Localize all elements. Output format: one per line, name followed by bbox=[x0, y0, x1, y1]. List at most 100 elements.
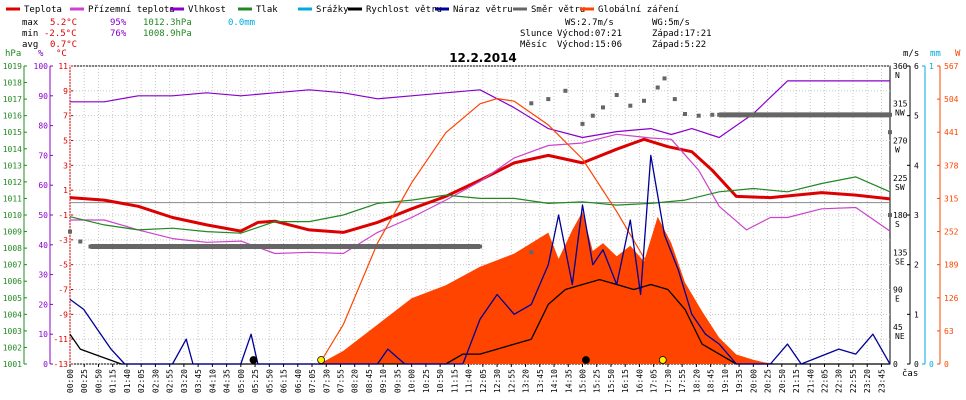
wind-dir-label-7: NE bbox=[895, 332, 905, 341]
pressure-tick-2: 1017 bbox=[3, 95, 22, 104]
stats-max-label: max bbox=[22, 18, 39, 28]
legend-label-8: Globální záření bbox=[598, 5, 679, 15]
series-sm-r-v-tru-point-12 bbox=[628, 103, 633, 108]
humidity-tick-7: 30 bbox=[38, 271, 48, 280]
series-teplota-line bbox=[69, 137, 891, 234]
series-sm-r-v-tru-point-14 bbox=[655, 85, 660, 90]
temperature-tick-1: 9 bbox=[63, 87, 68, 96]
temperature-tick-2: 7 bbox=[63, 112, 68, 121]
humidity-tick-2: 80 bbox=[38, 122, 48, 131]
pressure-tick-11: 1008 bbox=[3, 244, 22, 253]
temperature-tick-3: 5 bbox=[63, 137, 68, 146]
wind-speed-unit: m/s bbox=[903, 49, 919, 59]
moon-label: Měsíc bbox=[520, 40, 547, 50]
wind-dir-label-2: W bbox=[895, 146, 900, 155]
pressure-unit: hPa bbox=[5, 49, 21, 59]
x-axis-ticks: 00:00 00:25 00:50 01:15 01:40 02:05 02:30 02:55… bbox=[66, 364, 918, 393]
pressure-tick-10: 1009 bbox=[3, 228, 22, 237]
temperature-tick-9: -7 bbox=[58, 286, 68, 295]
series-rychlost-v-tru-line bbox=[69, 278, 890, 365]
stats-min-press: 1008.9hPa bbox=[143, 29, 192, 39]
wind-wg: WG:5m/s bbox=[652, 18, 690, 28]
x-tick-42: 17:30 bbox=[664, 369, 673, 393]
x-tick-3: 01:15 bbox=[109, 369, 118, 393]
x-tick-13: 05:25 bbox=[251, 369, 260, 393]
x-tick-2: 00:50 bbox=[95, 369, 104, 393]
wind-dir-tick-3: 225 bbox=[893, 174, 908, 183]
rain-tick-0: 1 bbox=[929, 62, 934, 71]
x-tick-35: 14:35 bbox=[564, 369, 573, 393]
series-sm-r-v-tru-point-6 bbox=[546, 97, 551, 102]
pressure-tick-0: 1019 bbox=[3, 62, 22, 71]
sun-label: Slunce bbox=[520, 29, 553, 39]
x-tick-49: 20:25 bbox=[764, 369, 773, 393]
rain-tick-1: 0 bbox=[929, 360, 934, 369]
marker-moonset bbox=[249, 356, 258, 364]
legend-label-2: Vlhkost bbox=[188, 5, 226, 15]
x-tick-37: 15:25 bbox=[593, 369, 602, 393]
wind-dir-label-6: E bbox=[895, 295, 900, 304]
x-tick-32: 13:20 bbox=[522, 369, 531, 393]
radiation-tick-0: 567 bbox=[944, 62, 959, 71]
series-sm-r-v-tru-point-18 bbox=[696, 113, 701, 118]
legend-label-3: Tlak bbox=[256, 5, 278, 15]
radiation-tick-1: 504 bbox=[944, 95, 959, 104]
humidity-tick-3: 70 bbox=[38, 151, 48, 160]
x-tick-33: 13:45 bbox=[536, 369, 545, 393]
x-tick-15: 06:15 bbox=[280, 369, 289, 393]
rain-unit: mm bbox=[930, 49, 941, 59]
humidity-unit: % bbox=[38, 49, 44, 59]
x-tick-19: 07:55 bbox=[337, 369, 346, 393]
series-p-zemn-teplota-line bbox=[70, 133, 891, 255]
temperature-tick-0: 11 bbox=[58, 62, 68, 71]
series-n-raz-v-tru-line bbox=[69, 154, 891, 365]
series-sm-r-v-tru-point-7 bbox=[563, 88, 568, 93]
wind-dir-tick-8: 0 bbox=[893, 360, 898, 369]
x-tick-47: 19:35 bbox=[735, 369, 744, 393]
x-tick-55: 22:55 bbox=[849, 369, 858, 393]
wind_speed-tick-4: 2 bbox=[914, 261, 919, 270]
pressure-tick-6: 1013 bbox=[3, 161, 22, 170]
x-tick-16: 06:40 bbox=[294, 369, 303, 393]
stats-avg-label: avg bbox=[22, 40, 38, 50]
x-tick-39: 16:15 bbox=[621, 369, 630, 393]
x-tick-31: 12:55 bbox=[507, 369, 516, 393]
wind_speed-tick-0: 6 bbox=[914, 62, 919, 71]
radiation-tick-2: 441 bbox=[944, 128, 959, 137]
pressure-tick-17: 1002 bbox=[3, 343, 22, 352]
wind-dir-tick-1: 315 bbox=[893, 99, 908, 108]
x-tick-10: 04:10 bbox=[208, 369, 217, 393]
sun-moon-info: WS:2.7m/s WG:5m/s Slunce Východ:07:21 Zá… bbox=[520, 18, 712, 50]
x-tick-29: 12:05 bbox=[479, 369, 488, 393]
wind_speed-tick-3: 3 bbox=[914, 211, 919, 220]
temperature-unit: °C bbox=[56, 49, 67, 59]
x-tick-43: 17:55 bbox=[678, 369, 687, 393]
x-tick-8: 03:20 bbox=[180, 369, 189, 393]
grid bbox=[69, 65, 890, 365]
humidity-tick-6: 40 bbox=[38, 241, 48, 250]
x-tick-12: 05:00 bbox=[237, 369, 246, 393]
stats-min-hum: 76% bbox=[110, 29, 127, 39]
stats-max-hum: 95% bbox=[110, 18, 127, 28]
wind_speed-tick-1: 5 bbox=[914, 112, 919, 121]
x-tick-44: 18:20 bbox=[692, 369, 701, 393]
wind_speed-tick-5: 1 bbox=[914, 310, 919, 319]
temperature-tick-5: 1 bbox=[63, 186, 68, 195]
radiation-tick-8: 63 bbox=[944, 327, 954, 336]
humidity-tick-5: 50 bbox=[38, 211, 48, 220]
x-tick-4: 01:40 bbox=[123, 369, 132, 393]
wind-dir-label-0: N bbox=[895, 71, 900, 80]
series-sm-r-v-tru-point-22 bbox=[888, 130, 892, 135]
radiation-tick-9: 0 bbox=[944, 360, 949, 369]
x-tick-36: 15:00 bbox=[579, 369, 588, 393]
humidity-tick-0: 100 bbox=[34, 62, 49, 71]
x-tick-14: 05:50 bbox=[265, 369, 274, 393]
x-tick-48: 20:00 bbox=[749, 369, 758, 393]
plot-area bbox=[68, 76, 892, 365]
marker-moonrise bbox=[582, 356, 590, 364]
x-tick-26: 10:50 bbox=[436, 369, 445, 393]
series-sm-r-v-tru-point-13 bbox=[642, 98, 646, 103]
humidity-tick-1: 90 bbox=[38, 92, 48, 101]
